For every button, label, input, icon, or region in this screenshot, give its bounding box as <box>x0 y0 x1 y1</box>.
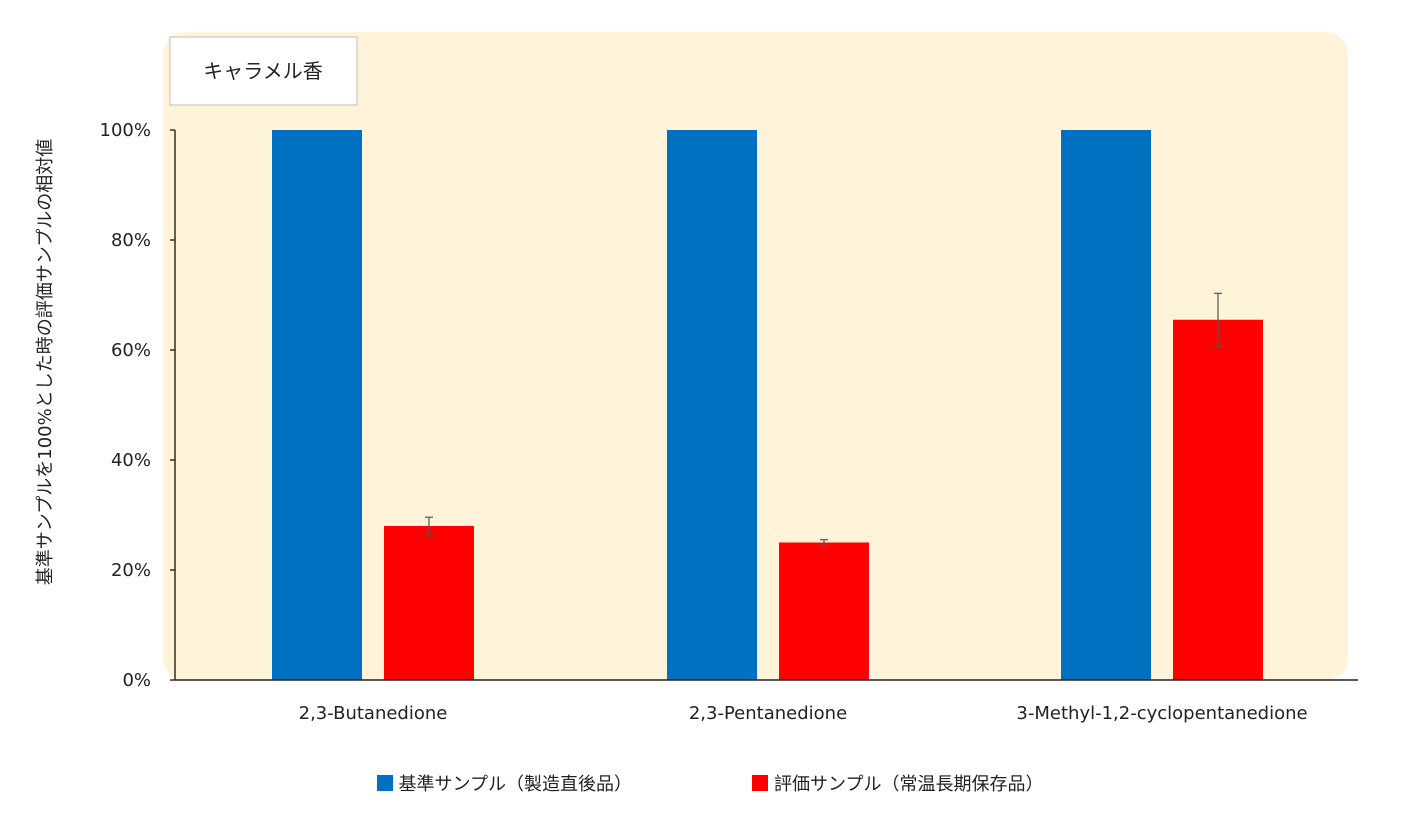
bar <box>1173 319 1263 680</box>
y-tick-label: 0% <box>122 670 151 691</box>
x-tick-label: 3-Methyl-1,2-cyclopentanedione <box>1016 703 1307 724</box>
bar <box>1061 130 1151 680</box>
bar <box>779 542 869 680</box>
y-axis-title: 基準サンプルを100%とした時の評価サンプルの相対値 <box>35 139 56 585</box>
legend-label-reference: 基準サンプル（製造直後品） <box>398 774 632 795</box>
bar <box>667 130 757 680</box>
legend-swatch-reference <box>376 775 393 791</box>
y-tick-label: 40% <box>111 450 151 471</box>
legend-item-reference: 基準サンプル（製造直後品） <box>376 770 632 796</box>
legend-label-evaluation: 評価サンプル（常温長期保存品） <box>774 774 1044 795</box>
legend-item-evaluation: 評価サンプル（常温長期保存品） <box>752 770 1043 796</box>
x-tick-label: 2,3-Butanedione <box>299 703 448 724</box>
x-tick-label: 2,3-Pentanedione <box>689 703 847 724</box>
y-tick-label: 20% <box>111 560 151 581</box>
chart-title: キャラメル香 <box>203 59 322 83</box>
y-tick-label: 100% <box>100 120 151 141</box>
y-tick-label: 80% <box>111 230 151 251</box>
bar <box>272 130 362 680</box>
legend-swatch-evaluation <box>752 775 768 791</box>
y-tick-label: 60% <box>111 340 151 361</box>
legend: 基準サンプル（製造直後品） 評価サンプル（常温長期保存品） <box>0 770 1420 796</box>
title-box <box>169 36 358 106</box>
bar <box>384 526 474 680</box>
